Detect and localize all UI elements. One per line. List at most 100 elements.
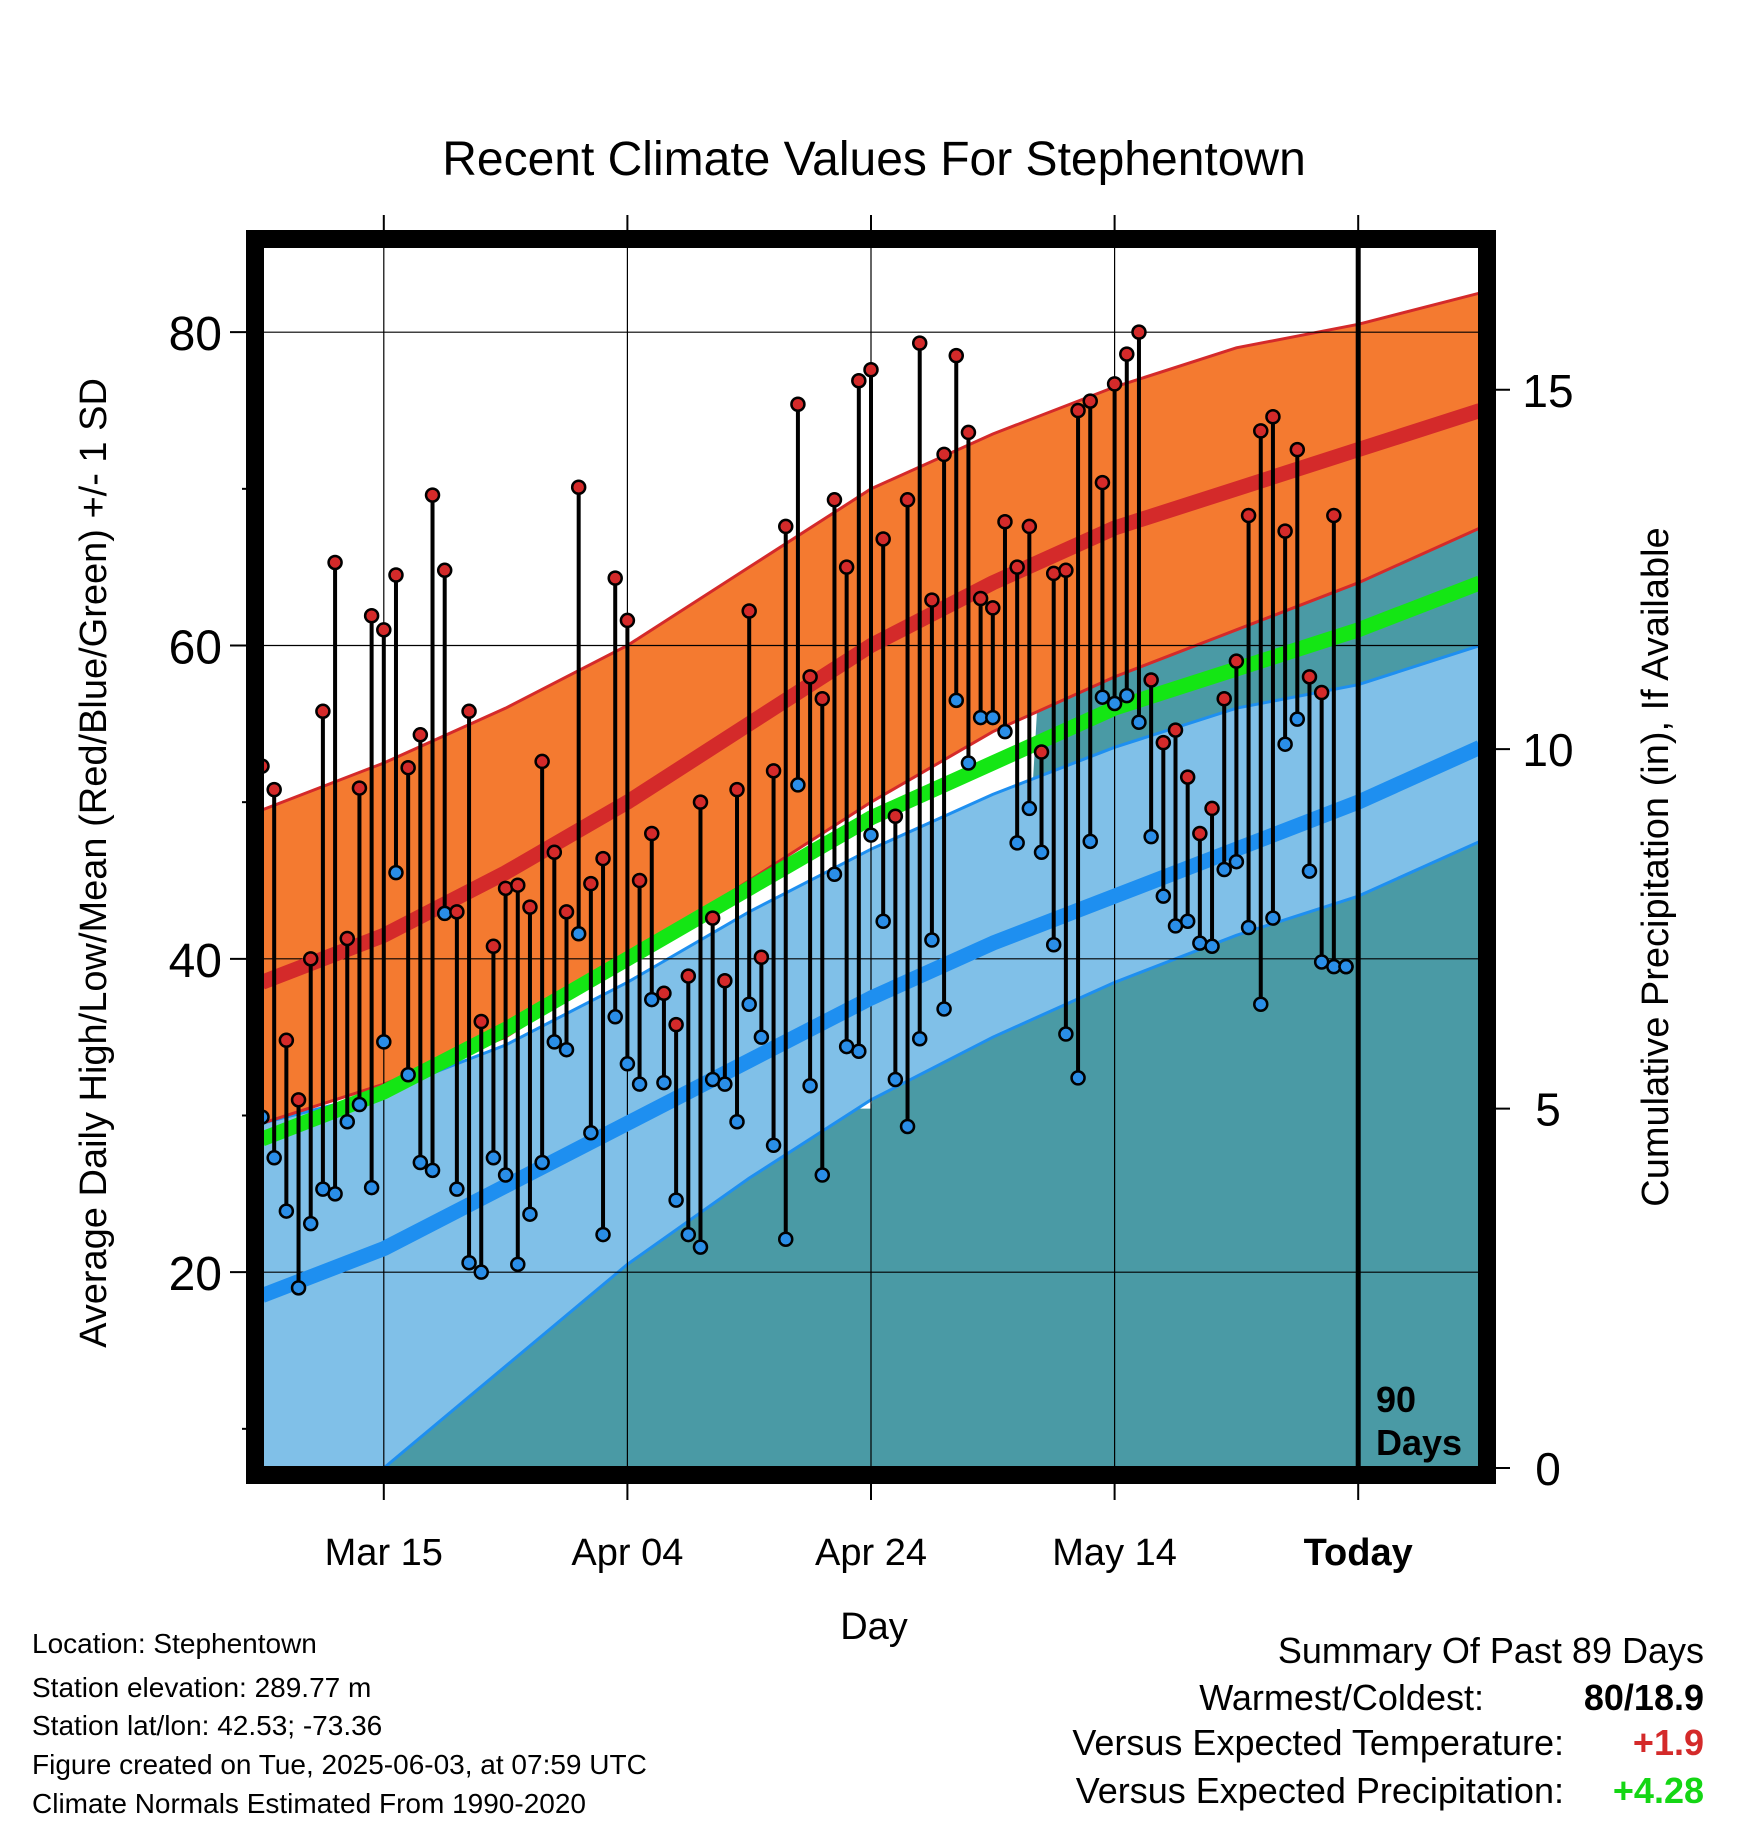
daily-low-point: [1265, 910, 1281, 926]
daily-high-point: [790, 396, 806, 412]
daily-high-point: [436, 562, 453, 579]
daily-high-point: [838, 559, 855, 575]
daily-high-point: [826, 492, 843, 508]
x-tick-label: May 14: [1052, 1532, 1177, 1574]
daily-high-point: [619, 612, 636, 629]
daily-high-point: [1058, 562, 1074, 579]
daily-low-point: [339, 1114, 356, 1130]
daily-low-point: [327, 1186, 343, 1202]
daily-low-point: [1094, 689, 1111, 705]
daily-high-point: [315, 703, 331, 720]
daily-high-point: [936, 446, 952, 463]
daily-low-point: [534, 1154, 550, 1171]
daily-high-point: [1155, 734, 1172, 751]
chart-title: Recent Climate Values For Stephentown: [442, 133, 1306, 186]
summary-warm-cold-value: 80/18.9: [1583, 1677, 1704, 1718]
info-latlon: Station lat/lon: 42.53; -73.36: [32, 1710, 383, 1741]
daily-high-point: [510, 877, 526, 893]
daily-high-point: [1167, 722, 1184, 738]
daily-high-point: [668, 1016, 684, 1033]
daily-high-point: [644, 825, 660, 842]
daily-low-point: [1021, 800, 1038, 817]
daily-high-point: [1119, 346, 1135, 362]
daily-low-point: [1058, 1026, 1074, 1042]
daily-low-point: [449, 1181, 465, 1197]
daily-low-point: [899, 1118, 916, 1135]
daily-low-point: [777, 1231, 794, 1248]
daily-high-point: [729, 781, 745, 798]
daily-high-point: [924, 592, 940, 608]
daily-high-point: [497, 880, 514, 897]
summary-warm-cold: Warmest/Coldest: 80/18.9: [1199, 1677, 1704, 1719]
daily-low-point: [278, 1203, 295, 1219]
daily-low-point: [863, 827, 879, 843]
daily-low-point: [924, 932, 940, 948]
daily-low-point: [1228, 853, 1245, 870]
info-location: Location: Stephentown: [32, 1628, 317, 1659]
daily-low-point: [595, 1226, 611, 1243]
daily-low-point: [570, 926, 587, 942]
daily-high-point: [278, 1032, 295, 1049]
daily-high-point: [266, 781, 282, 798]
daily-high-point: [522, 899, 538, 915]
summary-precipitation-label: Versus Expected Precipitation:: [1075, 1770, 1564, 1811]
daily-low-point: [717, 1076, 733, 1092]
daily-low-point: [631, 1076, 648, 1092]
daily-high-point: [595, 850, 611, 867]
daily-high-point: [400, 759, 416, 776]
summary-temperature-label: Versus Expected Temperature:: [1072, 1722, 1564, 1763]
daily-low-point: [814, 1167, 831, 1183]
y-tick-label: 40: [169, 935, 222, 988]
daily-low-point: [485, 1150, 502, 1166]
daily-low-point: [1045, 936, 1062, 953]
daily-high-point: [1179, 769, 1196, 785]
daily-high-point: [1265, 409, 1281, 425]
daily-high-point: [863, 362, 879, 378]
daily-low-point: [765, 1137, 782, 1154]
daily-low-point: [948, 692, 965, 709]
daily-high-point: [875, 531, 891, 547]
daily-high-point: [1277, 523, 1293, 539]
daily-high-point: [290, 1092, 307, 1108]
daily-low-point: [558, 1041, 575, 1058]
daily-high-point: [583, 875, 599, 892]
y2-axis-ticks: 0 5 10 15: [1487, 365, 1574, 1495]
daily-low-point: [424, 1162, 441, 1179]
daily-low-point: [911, 1030, 928, 1047]
daily-low-point: [619, 1056, 636, 1072]
daily-high-point: [1301, 669, 1318, 685]
daily-high-point: [814, 691, 831, 707]
y2-tick-label: 15: [1522, 365, 1573, 417]
y2-tick-label: 10: [1522, 724, 1573, 776]
daily-high-point: [485, 938, 502, 955]
x-tick-label: Mar 15: [325, 1532, 443, 1574]
summary-temperature-value: +1.9: [1632, 1722, 1704, 1763]
daily-high-point: [1021, 518, 1038, 535]
daily-low-point: [851, 1043, 867, 1060]
daily-high-point: [339, 930, 356, 947]
daily-low-point: [1155, 888, 1172, 904]
daily-low-point: [1070, 1070, 1086, 1086]
daily-high-point: [351, 780, 368, 796]
y-axis-ticks: 20 40 60 80: [169, 308, 255, 1430]
daily-high-point: [753, 949, 770, 966]
summary-precipitation: Versus Expected Precipitation: +4.28: [1076, 1770, 1704, 1812]
daily-low-point: [985, 709, 1001, 726]
plot-area: [262, 246, 1480, 1468]
daily-low-point: [668, 1192, 684, 1208]
daily-high-point: [473, 1013, 489, 1030]
daily-high-point: [1045, 565, 1062, 582]
daily-high-point: [1326, 507, 1342, 524]
daily-low-point: [376, 1034, 392, 1050]
daily-low-point: [753, 1029, 770, 1045]
daily-sticks: [262, 332, 1336, 1288]
daily-low-point: [351, 1096, 368, 1113]
daily-low-point: [1253, 996, 1269, 1013]
daily-low-point: [790, 777, 806, 793]
daily-low-point: [741, 996, 757, 1013]
daily-high-point: [765, 763, 782, 779]
daily-low-point: [1216, 861, 1232, 878]
daily-high-point: [777, 518, 794, 535]
daily-high-point: [631, 872, 648, 889]
